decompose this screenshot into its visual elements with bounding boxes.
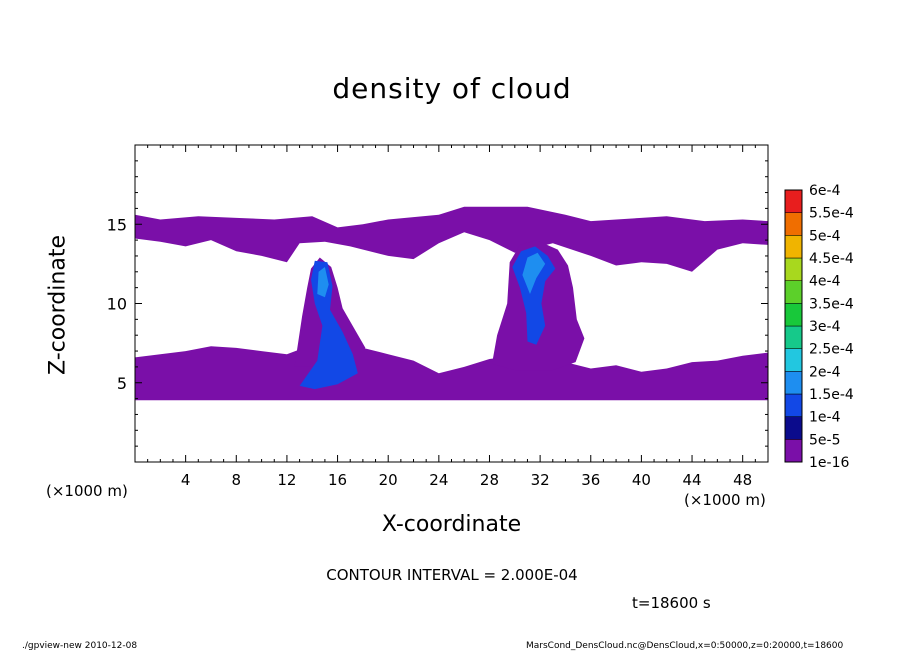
colorbar-swatch [784,189,803,213]
colorbar: 1e-16 5e-5 1e-4 1.5e-4 2e-4 2.5e-4 3e-4 3.5e-4 4… [784,183,854,471]
x-tick-label: 4 [181,471,191,489]
footer-left: ./gpview-new 2010-12-08 [22,641,138,651]
colorbar-label: 4e-4 [809,274,841,290]
chart-title: density of cloud [332,72,572,105]
colorbar-swatch [784,348,803,372]
core-left [317,267,329,298]
contour-interval-label: CONTOUR INTERVAL = 2.000E-04 [326,566,578,584]
colorbar-label: 3.5e-4 [809,296,854,312]
x-tick-label: 40 [632,471,651,489]
colorbar-label: 2e-4 [809,364,841,380]
x-tick-label: 32 [531,471,550,489]
x-tick-label: 28 [480,471,499,489]
time-label: t=18600 s [632,594,711,612]
x-tick-label: 48 [733,471,752,489]
colorbar-swatch [784,257,803,281]
colorbar-label: 1e-16 [809,455,849,471]
colorbar-label: 5e-4 [809,228,841,244]
colorbar-swatch [784,235,803,259]
colorbar-label: 1.5e-4 [809,387,854,403]
colorbar-label: 5e-5 [809,432,840,448]
x-tick-label: 8 [232,471,242,489]
x-axis-unit: (×1000 m) [684,491,766,509]
colorbar-swatch [784,280,803,304]
colorbar-label: 1e-4 [809,410,841,426]
dense-plume-left [299,260,358,390]
x-tick-label: 20 [379,471,398,489]
colorbar-swatch [784,212,803,236]
colorbar-label: 5.5e-4 [809,206,854,222]
y-tick-label: 10 [107,295,127,314]
colorbar-label: 2.5e-4 [809,342,854,358]
colorbar-label: 6e-4 [809,183,841,199]
colorbar-swatch [784,371,803,395]
colorbar-swatch [784,303,803,327]
footer-right: MarsCond_DensCloud.nc@DensCloud,x=0:5000… [526,641,844,651]
z-axis-unit: (×1000 m) [46,482,128,500]
colorbar-frame [784,189,803,463]
core-right [522,252,546,294]
cloud-band-upper [135,206,768,272]
colorbar-swatch [784,416,803,440]
colorbar-label: 3e-4 [809,319,841,335]
colorbar-swatch [784,393,803,417]
y-tick-label: 15 [107,215,127,234]
colorbar-swatch [784,325,803,349]
cloud-band-lower [135,344,768,401]
heatmap-fill [135,206,768,401]
y-tick-label: 5 [117,374,127,393]
dense-plume-right [512,246,556,345]
x-tick-label: 44 [682,471,701,489]
x-tick-label: 24 [429,471,448,489]
colorbar-label: 4.5e-4 [809,251,854,267]
x-tick-label: 16 [328,471,347,489]
x-axis-label: X-coordinate [381,512,522,537]
plot-frame [134,144,769,463]
colorbar-swatch [784,439,803,463]
x-tick-label: 12 [277,471,296,489]
x-tick-label: 36 [581,471,600,489]
